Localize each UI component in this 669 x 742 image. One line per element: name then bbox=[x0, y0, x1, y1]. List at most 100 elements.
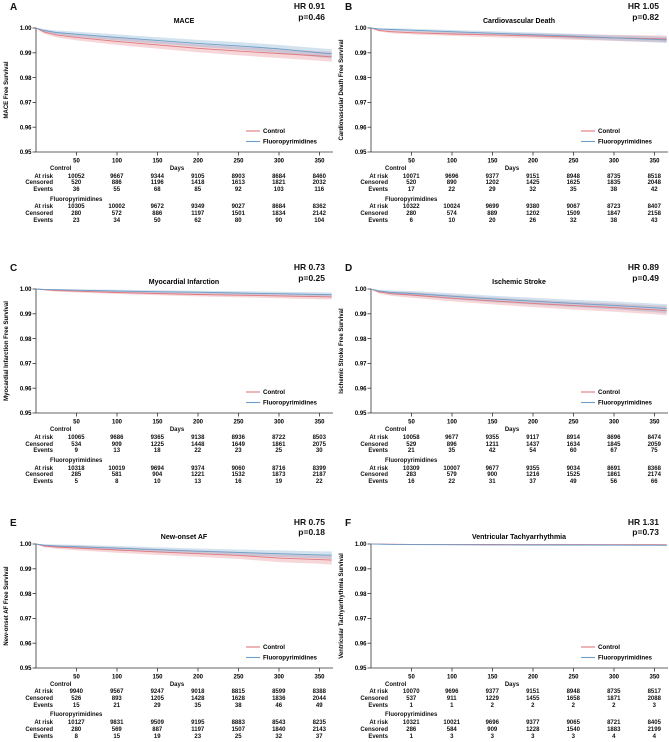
risk-value: 8235 bbox=[312, 719, 326, 726]
risk-row-label: Censored bbox=[25, 211, 53, 218]
risk-value: 13 bbox=[194, 479, 202, 486]
risk-value: 19 bbox=[153, 733, 161, 740]
panel-letter: D bbox=[345, 263, 353, 275]
risk-row-label: Events bbox=[368, 479, 388, 486]
risk-value: 2 bbox=[571, 702, 575, 709]
legend-label-fluoro: Fluoropyrimidines bbox=[598, 654, 653, 661]
legend-label-control: Control bbox=[598, 644, 620, 651]
risk-row-events: Events 8 15 19 23 25 32 37 bbox=[0, 734, 340, 741]
risk-value: 9138 bbox=[191, 434, 205, 441]
risk-group-header: Fluoropyrimidines bbox=[0, 197, 340, 205]
x-tick-label: 300 bbox=[609, 159, 620, 165]
risk-value: 8735 bbox=[607, 173, 621, 180]
risk-value: 9018 bbox=[191, 689, 205, 696]
x-tick-label: 250 bbox=[568, 420, 579, 426]
risk-value: 60 bbox=[569, 448, 577, 455]
risk-group-header: Control Days bbox=[335, 682, 669, 690]
x-tick-label: 200 bbox=[193, 159, 204, 165]
ci-band-fluoropyrimidines bbox=[371, 289, 667, 314]
risk-row-label: At risk bbox=[369, 719, 388, 726]
risk-value: 520 bbox=[406, 180, 417, 187]
risk-value: 285 bbox=[71, 472, 82, 479]
risk-row-censored: Censored 280 572 886 1197 1501 1834 2142 bbox=[0, 211, 340, 218]
risk-value: 1202 bbox=[485, 180, 499, 187]
risk-value: 286 bbox=[406, 726, 417, 733]
risk-row-events: Events 9 13 18 22 23 25 30 bbox=[0, 448, 340, 455]
risk-row-at_risk: At risk 10127 9831 9509 9195 8883 8543 8235 bbox=[0, 720, 340, 727]
legend-label-control: Control bbox=[263, 128, 285, 135]
risk-value: 904 bbox=[152, 472, 163, 479]
risk-value: 1448 bbox=[191, 441, 205, 448]
risk-value: 574 bbox=[446, 211, 457, 218]
risk-value: 37 bbox=[315, 733, 323, 740]
risk-value: 8723 bbox=[607, 204, 621, 211]
risk-value: 520 bbox=[71, 180, 82, 187]
risk-value: 8735 bbox=[607, 689, 621, 696]
risk-group-header: Fluoropyrimidines bbox=[335, 458, 669, 466]
risk-value: 1428 bbox=[191, 695, 205, 702]
x-tick-label: 300 bbox=[274, 159, 285, 165]
risk-value: 25 bbox=[234, 733, 242, 740]
risk-value: 9677 bbox=[485, 465, 499, 472]
risk-value: 579 bbox=[446, 472, 457, 479]
risk-table: Control Days At risk 9940 9567 9247 9018 8815 85… bbox=[0, 682, 340, 741]
risk-value: 43 bbox=[650, 217, 658, 224]
x-tick-label: 100 bbox=[447, 420, 458, 426]
survival-curve-control bbox=[35, 27, 332, 58]
risk-value: 35 bbox=[448, 448, 456, 455]
x-tick-label: 350 bbox=[649, 420, 660, 426]
y-tick-label: 0.99 bbox=[355, 567, 367, 573]
risk-value: 80 bbox=[234, 217, 242, 224]
y-axis-title: New-onset AF Free Survival bbox=[4, 566, 10, 645]
risk-value: 9677 bbox=[445, 434, 459, 441]
risk-group-name: Control bbox=[50, 166, 72, 172]
risk-value: 9374 bbox=[191, 465, 205, 472]
p-value: p=0.82 bbox=[632, 11, 659, 22]
risk-value: 8599 bbox=[272, 689, 286, 696]
risk-value: 9696 bbox=[445, 173, 459, 180]
hr-annotation: HR 0.73 p=0.25 bbox=[294, 262, 325, 283]
risk-value: 9509 bbox=[150, 719, 164, 726]
x-tick-label: 300 bbox=[274, 674, 285, 680]
risk-row-events: Events 5 8 10 13 16 19 22 bbox=[0, 479, 340, 486]
risk-row-events: Events 17 22 29 32 35 38 42 bbox=[335, 187, 669, 194]
x-axis-label: Days bbox=[169, 166, 185, 172]
y-tick-label: 1.00 bbox=[355, 287, 367, 293]
risk-value: 20 bbox=[488, 217, 496, 224]
x-tick-label: 150 bbox=[487, 674, 498, 680]
hr-annotation: HR 1.05 p=0.82 bbox=[628, 1, 659, 22]
p-value: p=0.49 bbox=[632, 272, 659, 283]
risk-value: 2088 bbox=[647, 695, 661, 702]
hr-value: HR 0.73 bbox=[293, 262, 325, 273]
risk-value: 8716 bbox=[272, 465, 286, 472]
km-panel: F HR 1.31 p=0.73 Ventricular Tachyarrhyt… bbox=[335, 495, 669, 742]
risk-value: 1634 bbox=[566, 441, 580, 448]
risk-value: 1532 bbox=[231, 472, 245, 479]
risk-value: 9355 bbox=[526, 465, 540, 472]
risk-value: 9696 bbox=[445, 689, 459, 696]
risk-row-censored: Censored 529 896 1211 1437 1634 1845 2059 bbox=[335, 442, 669, 449]
km-plot: Ventricular Tachyarrhythmia Ventricular T… bbox=[339, 534, 668, 680]
risk-group-name: Control bbox=[50, 427, 72, 434]
legend-label-fluoro: Fluoropyrimidines bbox=[263, 400, 318, 407]
x-tick-label: 100 bbox=[447, 674, 458, 680]
risk-value: 18 bbox=[153, 448, 161, 455]
risk-row-censored: Censored 520 886 1196 1418 1613 1821 2032 bbox=[0, 180, 340, 187]
survival-curve-fluoropyrimidines bbox=[370, 27, 667, 41]
risk-value: 1836 bbox=[272, 695, 286, 702]
risk-value: 8407 bbox=[647, 204, 661, 211]
risk-value: 534 bbox=[71, 441, 82, 448]
risk-value: 584 bbox=[446, 726, 457, 733]
risk-value: 35 bbox=[569, 187, 577, 194]
risk-value: 10305 bbox=[67, 204, 85, 211]
x-tick-label: 250 bbox=[233, 420, 244, 426]
risk-value: 10322 bbox=[402, 204, 420, 211]
hr-value: HR 1.31 bbox=[627, 516, 659, 527]
risk-value: 1658 bbox=[566, 695, 580, 702]
risk-row-label: Events bbox=[33, 448, 53, 455]
risk-row-censored: Censored 520 890 1202 1425 1625 1835 2048 bbox=[335, 180, 669, 187]
risk-value: 16 bbox=[234, 479, 242, 486]
risk-row-events: Events 21 35 42 54 60 67 75 bbox=[335, 448, 669, 455]
x-tick-label: 50 bbox=[408, 420, 415, 426]
